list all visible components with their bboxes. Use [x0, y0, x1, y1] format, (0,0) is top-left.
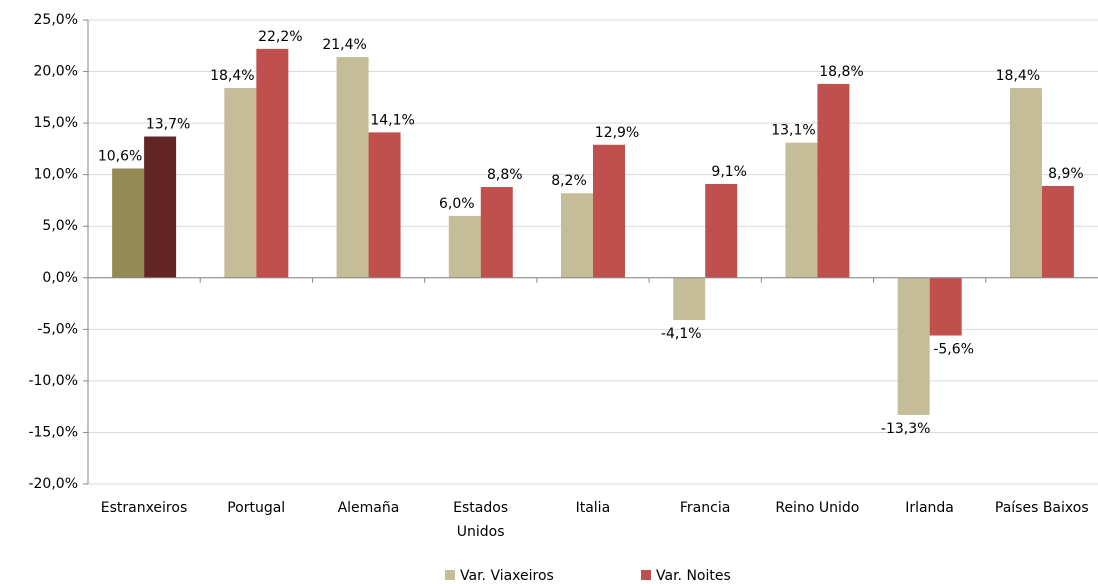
value-label: 14,1% — [370, 112, 414, 128]
y-tick-label: 25,0% — [34, 12, 78, 28]
y-tick-label: 20,0% — [34, 64, 78, 80]
x-tick-label: Irlanda — [905, 500, 954, 516]
x-tick-label: Países Baixos — [994, 500, 1089, 516]
y-tick-label: -5,0% — [37, 321, 78, 337]
legend-swatch — [445, 570, 455, 580]
y-tick-label: -20,0% — [28, 476, 78, 492]
bar — [480, 187, 513, 278]
legend-label: Var. Viaxeiros — [460, 568, 554, 584]
value-label: 9,1% — [711, 164, 747, 180]
bar — [1009, 88, 1042, 278]
value-label: 6,0% — [439, 196, 475, 212]
y-tick-label: 15,0% — [34, 115, 78, 131]
bar — [112, 168, 145, 278]
bar — [673, 277, 706, 321]
legend-label: Var. Noites — [656, 568, 731, 584]
legend-swatch — [641, 570, 651, 580]
y-tick-label: 0,0% — [42, 270, 78, 286]
bar — [256, 48, 289, 278]
y-tick-label: 5,0% — [42, 218, 78, 234]
value-label: 8,2% — [551, 173, 587, 189]
y-tick-label: -15,0% — [28, 424, 78, 440]
bar — [929, 277, 962, 336]
x-tick-label: Estranxeiros — [100, 500, 188, 516]
value-label: 8,8% — [487, 167, 523, 183]
bar — [593, 144, 625, 278]
x-tick-label: Portugal — [227, 500, 286, 516]
bar — [817, 83, 850, 278]
bar — [1041, 186, 1074, 278]
x-tick-label: Alemaña — [337, 500, 400, 516]
bar — [224, 88, 257, 278]
bar — [705, 183, 738, 278]
x-tick-label: Italia — [575, 500, 611, 516]
value-label: 12,9% — [595, 125, 639, 141]
value-label: 22,2% — [258, 29, 302, 45]
x-tick-label: Francia — [679, 500, 731, 516]
y-tick-label: 10,0% — [34, 167, 78, 183]
value-label: -13,3% — [881, 421, 931, 437]
value-label: 21,4% — [322, 37, 366, 53]
value-label: -5,6% — [933, 342, 974, 358]
value-label: 18,4% — [996, 68, 1040, 84]
bar — [785, 142, 818, 278]
value-label: 8,9% — [1048, 166, 1084, 182]
value-label: 18,8% — [819, 64, 863, 80]
x-tick-label: Reino Unido — [775, 500, 860, 516]
bar — [561, 193, 593, 278]
value-label: 10,6% — [98, 148, 142, 164]
bar — [336, 57, 369, 278]
x-tick-label: Estados Unidos — [453, 500, 509, 540]
bar — [144, 136, 177, 278]
bar — [448, 215, 481, 278]
bar — [368, 132, 401, 278]
value-label: -4,1% — [661, 326, 702, 342]
y-tick-label: -10,0% — [28, 373, 78, 389]
value-label: 18,4% — [210, 68, 254, 84]
value-label: 13,1% — [771, 123, 815, 139]
value-label: 13,7% — [146, 117, 190, 133]
bar — [897, 277, 930, 415]
